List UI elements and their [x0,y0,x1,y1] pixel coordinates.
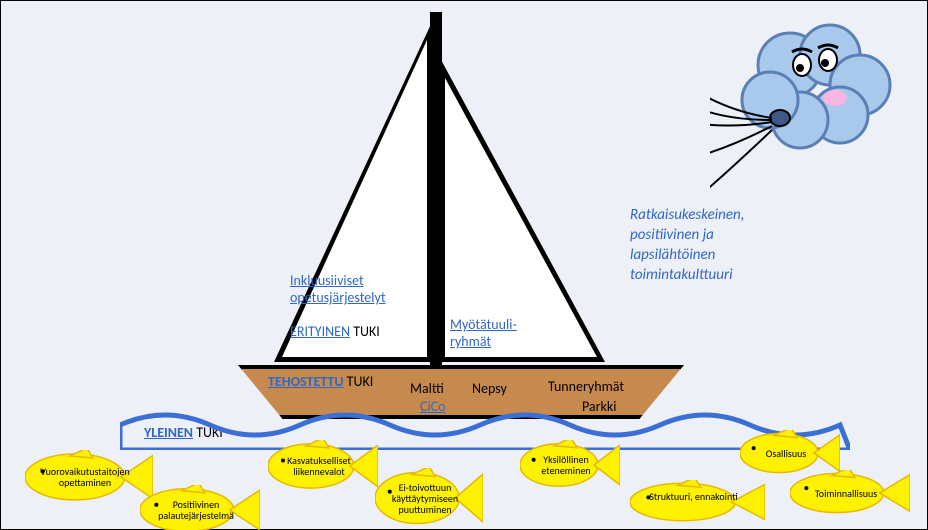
hull-nepsy: Nepsy [472,380,507,397]
sail-right-text: Myötätuuli- ryhmät [450,316,517,350]
fish-label: Osallisuus [746,448,826,459]
hull-maltti: Maltti [410,380,444,397]
cloud-caption-line: toimintakulttuuri [630,265,745,285]
sail-left-text: Inkluusiiviset opetusjärjestelyt ERITYIN… [290,272,386,340]
hull-tunneryhmat: Tunneryhmät [548,378,624,395]
cloud-caption-line: Ratkaisukeskeinen, [630,205,745,225]
cloud-caption-line: lapsilähtöinen [630,245,745,265]
cloud-caption: Ratkaisukeskeinen, positiivinen ja lapsi… [630,205,745,285]
fish-item: Kasvatukselliset liikennevalot [268,440,378,492]
fish-label: Ei-toivottuun käyttäytymiseen puuttumine… [381,482,469,515]
fish-item: Ei-toivottuun käyttäytymiseen puuttumine… [375,468,483,528]
wind-cloud [710,10,910,215]
hull-tehostettu: TEHOSTETTU TUKI [268,373,373,390]
fish-item: Toiminnallisuus [790,470,910,516]
fish-item: Vuorovaikutustaitojen opettaminen [25,450,153,504]
fish-item: Positiivinen palautejärjestelmä [140,485,260,530]
sail-left-link3[interactable]: ERITYINEN [290,323,350,340]
cloud-caption-line: positiivinen ja [630,225,745,245]
fish-label: Kasvatukselliset liikennevalot [274,455,364,477]
fish-label: Positiivinen palautejärjestelmä [146,499,246,521]
fish-label: Vuorovaikutustaitojen opettaminen [31,466,139,488]
sail-left-rest: TUKI [350,323,380,340]
sail-right-link1[interactable]: Myötätuuli- [450,316,517,333]
sail-right-link2[interactable]: ryhmät [450,333,491,350]
fish-item: Yksilöllinen eteneminen [520,440,620,490]
fish-item: Struktuuri, ennakointi [630,480,765,524]
fish-label: Yksilöllinen eteneminen [526,454,606,476]
hull-tehostettu-link[interactable]: TEHOSTETTU [268,373,343,390]
sail-left-link1[interactable]: Inkluusiiviset [290,272,364,289]
fish-label: Toiminnallisuus [796,488,896,499]
sail-left-link2[interactable]: opetusjärjestelyt [290,289,386,306]
fish-label: Struktuuri, ennakointi [636,491,751,502]
hull-tehostettu-rest: TUKI [343,373,373,390]
